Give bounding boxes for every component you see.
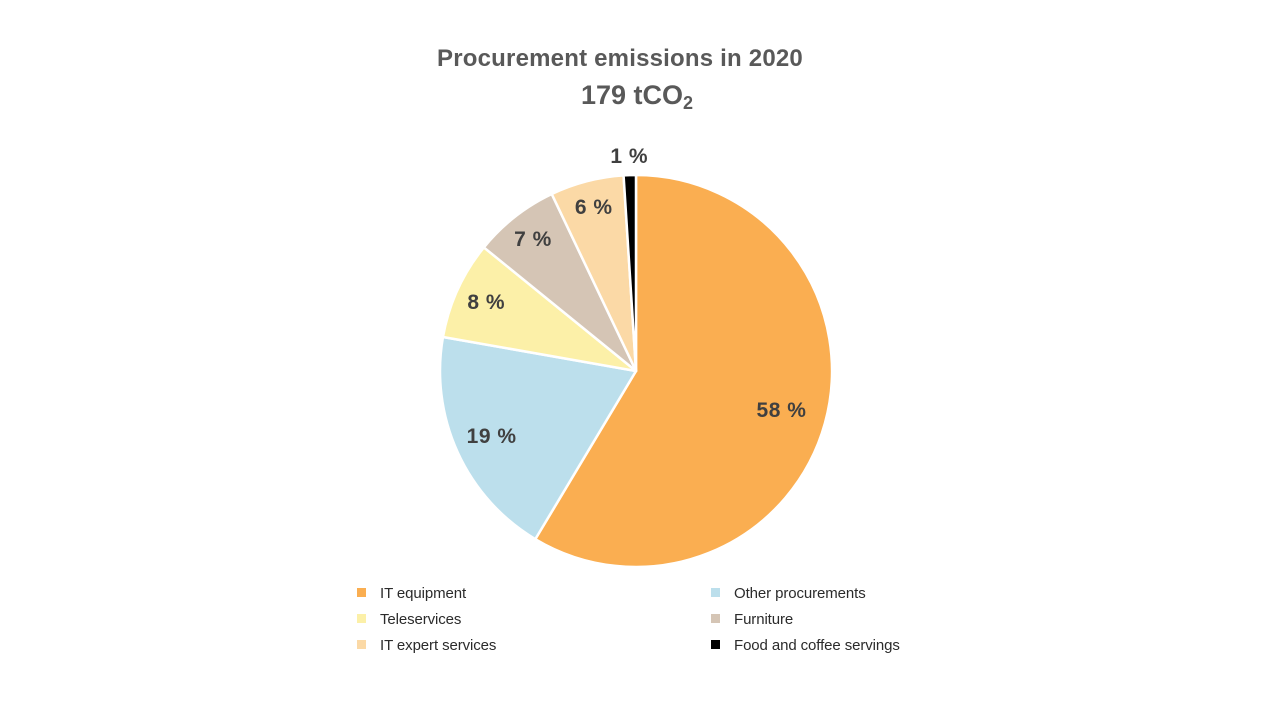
pie-label-furniture: 7 % [514, 228, 552, 252]
pie-slice-food-and-coffee-servings [622, 173, 638, 373]
pie-slice-teleservices [441, 246, 638, 373]
pie-label-it-equipment: 58 % [756, 399, 807, 423]
pie-label-food-and-coffee-servings: 1 % [610, 145, 649, 169]
legend-label: Food and coffee servings [734, 636, 900, 654]
legend-item-food-and-coffee-servings: Food and coffee servings [711, 637, 977, 654]
chart-title: Procurement emissions in 2020 [437, 45, 803, 72]
legend-item-teleservices: Teleservices [357, 611, 711, 628]
chart-total-label: 179 tCO2 [320, 80, 920, 113]
pie-chart: 58 % 19 % 8 % 7 % 6 % 1 % [436, 145, 836, 571]
legend-swatch-icon [357, 639, 366, 649]
pie-label-it-expert-services: 6 % [574, 195, 613, 219]
legend-label: IT equipment [380, 584, 467, 602]
pie-label-teleservices: 8 % [467, 290, 506, 314]
legend-item-furniture: Furniture [711, 611, 977, 628]
legend-label: IT expert services [380, 636, 497, 654]
pie-slice-it-equipment [534, 173, 834, 569]
legend-item-it-expert-services: IT expert services [357, 637, 711, 654]
legend-swatch-icon [711, 587, 720, 597]
chart-total-subscript: 2 [683, 93, 694, 113]
chart-legend: IT equipment Other procurements Teleserv… [357, 580, 977, 658]
legend-swatch-icon [711, 613, 720, 623]
legend-swatch-icon [357, 613, 366, 623]
legend-label: Furniture [734, 610, 794, 628]
legend-swatch-icon [711, 639, 720, 649]
legend-swatch-icon [357, 587, 366, 597]
chart-header: Procurement emissions in 2020 179 tCO2 [320, 44, 920, 113]
legend-item-other-procurements: Other procurements [711, 585, 977, 602]
legend-label: Other procurements [734, 584, 866, 602]
chart-total-value: 179 tCO [580, 80, 684, 110]
pie-slice-other-procurements [438, 335, 638, 541]
pie-chart-graphic [438, 173, 834, 569]
legend-item-it-equipment: IT equipment [357, 585, 711, 602]
pie-label-other-procurements: 19 % [466, 424, 517, 448]
legend-label: Teleservices [380, 610, 462, 628]
